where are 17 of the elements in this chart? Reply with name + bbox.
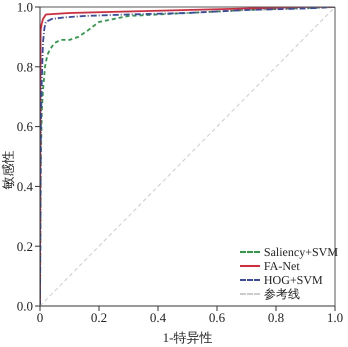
y-axis-title: 敏感性 <box>0 150 16 190</box>
x-axis-title: 1-特异性 <box>162 330 212 345</box>
legend-label: FA-Net <box>264 259 300 273</box>
y-tick-label: 0.0 <box>16 298 33 314</box>
x-tick-label: 0.6 <box>208 310 226 326</box>
y-tick-label: 1.0 <box>16 0 33 15</box>
y-tick-label: 0.8 <box>16 59 33 74</box>
y-tick-label: 0.6 <box>16 119 34 134</box>
y-tick-label: 0.2 <box>16 238 33 254</box>
x-tick-label: 0.4 <box>150 310 167 326</box>
legend-label: HOG+SVM <box>264 273 323 287</box>
x-tick-label: 0 <box>36 310 44 326</box>
x-tick-label: 0.2 <box>90 310 108 326</box>
x-tick-label: 0.8 <box>268 310 284 326</box>
legend-label: 参考线 <box>264 287 300 301</box>
y-tick-label: 0.4 <box>16 179 34 194</box>
x-tick-label: 1.0 <box>326 310 344 326</box>
